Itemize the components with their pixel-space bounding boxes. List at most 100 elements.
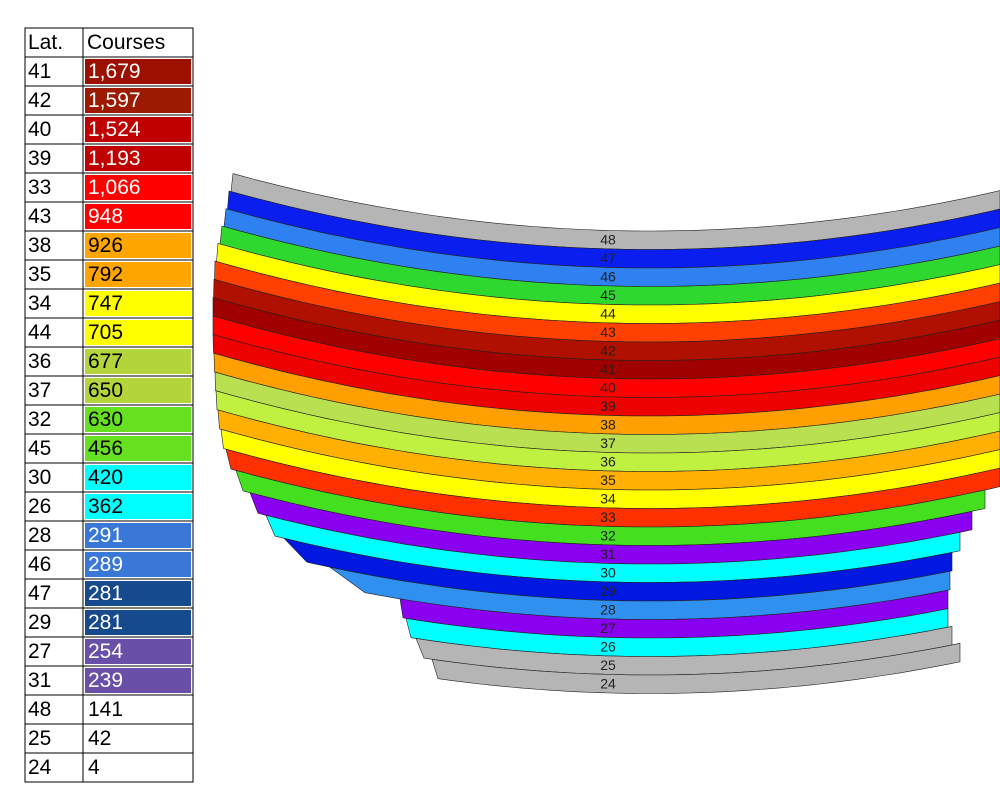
courses-swatch <box>85 204 191 229</box>
lat-text: 39 <box>28 147 51 170</box>
lat-cell <box>24 317 84 348</box>
band-label: 43 <box>600 324 616 340</box>
lat-text: 35 <box>28 263 51 286</box>
lat-cell <box>24 172 84 203</box>
lat-text: 48 <box>28 698 51 721</box>
courses-swatch <box>85 233 191 258</box>
lat-text: 40 <box>28 118 51 141</box>
courses-text: 650 <box>88 379 123 402</box>
courses-swatch <box>85 726 191 751</box>
lat-text: 31 <box>28 669 51 692</box>
band-label: 36 <box>600 453 616 469</box>
courses-text: 677 <box>88 350 123 373</box>
lat-cell <box>24 752 84 783</box>
courses-swatch <box>85 59 191 84</box>
courses-swatch <box>85 697 191 722</box>
band-label: 42 <box>600 342 616 358</box>
lat-text: 43 <box>28 205 51 228</box>
band-label: 35 <box>600 472 616 488</box>
lat-text: 45 <box>28 437 51 460</box>
band-label: 32 <box>600 527 616 543</box>
lat-cell <box>24 56 84 87</box>
courses-swatch <box>85 262 191 287</box>
band-label: 41 <box>600 361 616 377</box>
courses-text: 630 <box>88 408 123 431</box>
courses-text: 141 <box>88 698 123 721</box>
lat-cell <box>24 259 84 290</box>
lat-cell <box>24 665 84 696</box>
courses-swatch <box>85 291 191 316</box>
lat-cell <box>24 607 84 638</box>
band-label: 29 <box>600 583 616 599</box>
courses-text: 747 <box>88 292 123 315</box>
lat-text: 47 <box>28 582 51 605</box>
header-text: Courses <box>87 31 165 54</box>
courses-swatch <box>85 175 191 200</box>
band-label: 26 <box>600 638 616 654</box>
band-label: 31 <box>600 546 616 562</box>
courses-text: 1,524 <box>88 118 141 141</box>
courses-text: 239 <box>88 669 123 692</box>
latitude-band <box>431 642 961 694</box>
courses-swatch <box>85 349 191 374</box>
courses-text: 281 <box>88 582 123 605</box>
lat-text: 29 <box>28 611 51 634</box>
courses-swatch <box>85 639 191 664</box>
lat-text: 37 <box>28 379 51 402</box>
band-label: 25 <box>600 657 616 673</box>
band-label: 39 <box>600 398 616 414</box>
courses-text: 4 <box>88 756 100 779</box>
band-label: 34 <box>600 490 616 506</box>
courses-text: 705 <box>88 321 123 344</box>
header-text: Lat. <box>28 31 63 54</box>
lat-text: 42 <box>28 89 51 112</box>
courses-swatch <box>85 436 191 461</box>
lat-cell <box>24 520 84 551</box>
courses-swatch <box>85 88 191 113</box>
courses-text: 362 <box>88 495 123 518</box>
band-label: 48 <box>600 231 616 247</box>
courses-swatch <box>85 320 191 345</box>
courses-text: 1,597 <box>88 89 141 112</box>
band-label: 28 <box>600 601 616 617</box>
courses-text: 456 <box>88 437 123 460</box>
lat-cell <box>24 723 84 754</box>
courses-text: 1,193 <box>88 147 141 170</box>
courses-text: 42 <box>88 727 111 750</box>
lat-text: 36 <box>28 350 51 373</box>
lat-text: 26 <box>28 495 51 518</box>
band-label: 40 <box>600 379 616 395</box>
lat-cell <box>24 578 84 609</box>
map: 48 47 46 45 44 43 42 41 40 39 38 37 36 35 34 33 32 31 30 29… <box>212 173 1000 694</box>
courses-text: 948 <box>88 205 123 228</box>
lat-text: 34 <box>28 292 52 315</box>
lat-text: 44 <box>28 321 52 344</box>
lat-text: 46 <box>28 553 51 576</box>
band-label: 37 <box>600 435 616 451</box>
lat-text: 30 <box>28 466 51 489</box>
courses-text: 420 <box>88 466 123 489</box>
band-label: 46 <box>600 268 616 284</box>
band-label: 44 <box>600 305 616 321</box>
courses-text: 1,066 <box>88 176 141 199</box>
courses-swatch <box>85 610 191 635</box>
lat-text: 41 <box>28 60 51 83</box>
table: Lat. Courses 41 1,679 42 1,597 40 1,524 39 1,193 3… <box>24 27 194 783</box>
courses-text: 1,679 <box>88 60 141 83</box>
band-label: 24 <box>600 675 616 691</box>
courses-swatch <box>85 755 191 780</box>
lat-cell <box>24 694 84 725</box>
lat-text: 38 <box>28 234 51 257</box>
band-label: 33 <box>600 509 616 525</box>
courses-swatch <box>85 117 191 142</box>
courses-text: 792 <box>88 263 123 286</box>
courses-swatch <box>85 668 191 693</box>
lat-text: 27 <box>28 640 51 663</box>
courses-text: 926 <box>88 234 123 257</box>
band-label: 27 <box>600 620 616 636</box>
band-label: 45 <box>600 287 616 303</box>
header-cell <box>24 27 84 58</box>
courses-swatch <box>85 465 191 490</box>
courses-swatch <box>85 494 191 519</box>
